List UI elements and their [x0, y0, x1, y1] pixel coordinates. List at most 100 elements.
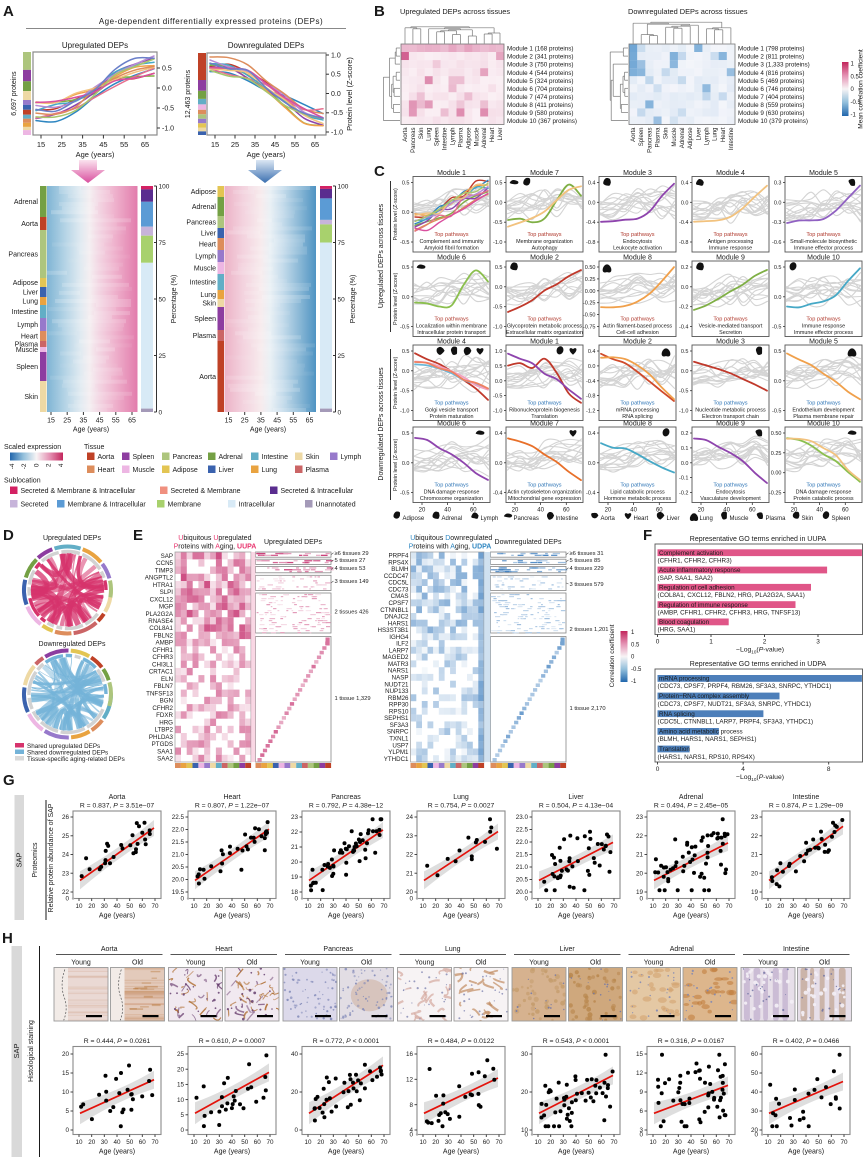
svg-text:-0.5: -0.5 — [493, 394, 502, 400]
svg-text:Extracellular matrix organizat: Extracellular matrix organization — [506, 330, 583, 336]
svg-text:45: 45 — [99, 140, 107, 149]
svg-text:H: H — [2, 930, 13, 947]
svg-text:60: 60 — [751, 1051, 759, 1058]
svg-text:TIMP3: TIMP3 — [155, 567, 174, 574]
svg-text:50: 50 — [159, 296, 167, 303]
svg-text:0.00: 0.00 — [585, 289, 596, 295]
svg-text:USP7: USP7 — [392, 742, 409, 749]
svg-text:MAGED2: MAGED2 — [382, 654, 409, 661]
svg-text:35: 35 — [251, 140, 259, 149]
svg-text:Module 6 (704 proteins): Module 6 (704 proteins) — [507, 86, 574, 93]
svg-text:30: 30 — [330, 1139, 338, 1146]
svg-text:SAP: SAP — [12, 1043, 21, 1058]
svg-text:0: 0 — [754, 1132, 758, 1139]
svg-text:Lymph: Lymph — [341, 454, 362, 461]
svg-text:10: 10 — [304, 903, 312, 910]
svg-text:70: 70 — [840, 903, 848, 910]
svg-text:Scaled expression: Scaled expression — [4, 444, 61, 451]
svg-text:0.5: 0.5 — [331, 72, 341, 79]
svg-text:-0.4: -0.4 — [586, 220, 595, 226]
svg-text:0: 0 — [754, 896, 758, 903]
svg-text:Tissue: Tissue — [84, 444, 104, 451]
svg-text:9: 9 — [639, 1089, 643, 1096]
svg-text:AMBP: AMBP — [155, 640, 173, 647]
svg-text:22: 22 — [291, 829, 299, 836]
svg-text:40: 40 — [687, 903, 695, 910]
svg-text:0.0: 0.0 — [774, 379, 782, 385]
svg-text:Secretion: Secretion — [719, 330, 742, 336]
svg-text:Skin: Skin — [802, 516, 814, 522]
svg-text:Endocytosis: Endocytosis — [716, 490, 745, 496]
svg-text:70: 70 — [725, 1139, 733, 1146]
svg-text:60: 60 — [368, 903, 376, 910]
svg-text:60: 60 — [842, 508, 849, 514]
svg-text:Adrenal: Adrenal — [442, 516, 463, 522]
svg-text:0.5: 0.5 — [495, 265, 503, 271]
svg-text:70: 70 — [266, 903, 274, 910]
svg-text:-1.0: -1.0 — [679, 409, 688, 415]
svg-text:0.5: 0.5 — [402, 265, 410, 271]
svg-text:Tissue-specific aging-related: Tissue-specific aging-related DEPs — [27, 756, 125, 763]
svg-text:20: 20 — [203, 1139, 211, 1146]
svg-text:Pancreas: Pancreas — [323, 946, 353, 953]
svg-text:25: 25 — [58, 140, 66, 149]
svg-text:0.0: 0.0 — [402, 210, 410, 216]
svg-text:-0.25: -0.25 — [583, 301, 596, 307]
svg-text:0.0: 0.0 — [162, 85, 172, 92]
svg-text:70: 70 — [380, 1139, 388, 1146]
svg-text:35: 35 — [78, 140, 86, 149]
svg-text:E: E — [133, 527, 143, 544]
svg-text:20.5: 20.5 — [172, 864, 185, 871]
svg-text:15: 15 — [636, 1051, 644, 1058]
svg-text:70: 70 — [151, 903, 159, 910]
svg-text:F: F — [643, 527, 652, 544]
svg-text:Shared downregulated DEPs: Shared downregulated DEPs — [27, 750, 108, 757]
svg-text:Plasma: Plasma — [193, 333, 216, 340]
svg-text:CRTAC1: CRTAC1 — [149, 669, 174, 676]
svg-text:60: 60 — [470, 508, 477, 514]
svg-text:20: 20 — [291, 859, 299, 866]
svg-text:Module 4 (816 proteins): Module 4 (816 proteins) — [738, 70, 805, 77]
svg-text:0.0: 0.0 — [681, 369, 689, 375]
svg-text:20.5: 20.5 — [516, 877, 529, 884]
svg-text:40: 40 — [342, 1139, 350, 1146]
svg-text:Module 3 (750 proteins): Module 3 (750 proteins) — [507, 62, 574, 69]
svg-text:0.0: 0.0 — [774, 200, 782, 206]
svg-text:50: 50 — [338, 296, 346, 303]
svg-text:70: 70 — [495, 1139, 503, 1146]
svg-text:-0.25: -0.25 — [769, 491, 782, 497]
svg-text:10: 10 — [190, 903, 198, 910]
svg-text:SEPHS1: SEPHS1 — [384, 715, 409, 722]
svg-text:Amyloid fibril formation: Amyloid fibril formation — [424, 246, 479, 252]
svg-text:0: 0 — [65, 1127, 69, 1134]
svg-text:Module 8 (559 proteins): Module 8 (559 proteins) — [738, 102, 805, 109]
svg-text:(CDC73, CPSF7, NUDT21, SF3A3,: (CDC73, CPSF7, NUDT21, SF3A3, SNRPC, YTH… — [658, 701, 812, 708]
svg-text:CFHR1: CFHR1 — [152, 647, 173, 654]
svg-text:Protein catabolic process: Protein catabolic process — [793, 496, 854, 502]
svg-text:Aorta: Aorta — [101, 946, 118, 953]
svg-text:R = 0.484, P = 0.0122: R = 0.484, P = 0.0122 — [428, 1038, 495, 1045]
svg-text:Golgi vesicle transport: Golgi vesicle transport — [425, 408, 479, 414]
svg-text:Glycoprotein metabolic process: Glycoprotein metabolic process — [507, 324, 583, 330]
svg-text:10: 10 — [75, 903, 83, 910]
svg-text:-1.0: -1.0 — [493, 240, 502, 246]
svg-text:NUDT21: NUDT21 — [384, 681, 409, 688]
svg-text:22: 22 — [636, 833, 644, 840]
svg-text:70: 70 — [380, 903, 388, 910]
svg-text:50: 50 — [126, 903, 134, 910]
svg-text:45: 45 — [273, 418, 281, 425]
svg-text:-0.2: -0.2 — [679, 491, 688, 497]
svg-text:A: A — [3, 3, 14, 20]
svg-text:Upregulated DEPs: Upregulated DEPs — [43, 535, 101, 542]
svg-text:Aorta: Aorta — [601, 516, 616, 522]
svg-text:0.5: 0.5 — [162, 65, 172, 72]
svg-text:Membrane organization: Membrane organization — [516, 239, 573, 245]
svg-text:Top pathways: Top pathways — [527, 483, 561, 489]
svg-text:Module 8: Module 8 — [623, 255, 652, 262]
svg-text:Top pathways: Top pathways — [713, 401, 747, 407]
svg-text:20: 20 — [751, 871, 759, 878]
svg-text:60: 60 — [563, 508, 570, 514]
svg-text:Module 5: Module 5 — [809, 339, 838, 346]
svg-text:Muscle: Muscle — [16, 347, 38, 354]
svg-text:25: 25 — [159, 353, 167, 360]
